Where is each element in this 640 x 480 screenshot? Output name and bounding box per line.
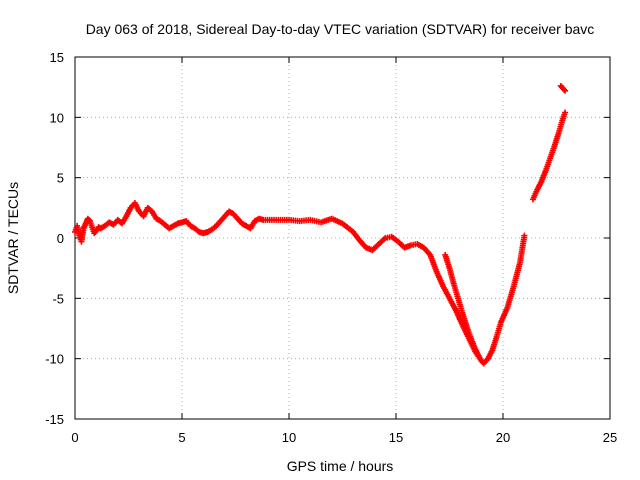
interpolated-point xyxy=(386,234,393,241)
x-tick-label: 0 xyxy=(71,430,78,445)
interpolated-point xyxy=(546,157,553,164)
interpolated-point xyxy=(122,215,129,222)
interpolated-point xyxy=(216,219,223,226)
interpolated-point xyxy=(559,117,566,124)
interpolated-point xyxy=(503,306,510,313)
ticks-layer: 0 5 10 15 20 25 -15 -10 -5 0 5 10 15 xyxy=(45,50,617,445)
interpolated-point xyxy=(439,281,446,288)
x-tick-label: 10 xyxy=(282,430,296,445)
interpolated-point xyxy=(92,228,99,235)
interpolated-point xyxy=(561,111,568,118)
interpolated-point xyxy=(497,321,504,328)
interpolated-point xyxy=(425,250,432,257)
interpolated-point xyxy=(550,145,557,152)
interpolated-point xyxy=(80,227,87,234)
interpolated-point xyxy=(211,224,218,231)
interpolated-point xyxy=(488,348,495,355)
interpolated-point xyxy=(483,357,490,364)
y-tick-label: 10 xyxy=(50,110,64,125)
y-tick-label: 5 xyxy=(57,171,64,186)
y-tick-label: 0 xyxy=(57,231,64,246)
interpolated-point xyxy=(445,263,452,270)
x-tick-label: 25 xyxy=(603,430,617,445)
interpolated-point xyxy=(445,293,452,300)
interpolated-point xyxy=(88,222,95,229)
y-axis-label: SDTVAR / TECUs xyxy=(5,182,21,294)
interpolated-point xyxy=(458,307,465,314)
x-axis-label: GPS time / hours xyxy=(287,458,394,474)
interpolated-point xyxy=(533,188,540,195)
interpolated-point xyxy=(177,219,184,226)
interpolated-point xyxy=(355,235,362,242)
interpolated-point xyxy=(452,305,459,312)
interpolated-point xyxy=(537,179,544,186)
x-tick-label: 5 xyxy=(178,430,185,445)
x-tick-label: 20 xyxy=(496,430,510,445)
interpolated-point xyxy=(381,236,388,243)
data-points-layer xyxy=(72,82,569,367)
interpolated-point xyxy=(516,261,523,268)
interpolated-point xyxy=(348,227,355,234)
interpolated-point xyxy=(126,206,133,213)
interpolated-point xyxy=(560,86,567,93)
interpolated-point xyxy=(450,278,457,285)
interpolated-point xyxy=(109,220,116,227)
y-tick-label: -5 xyxy=(52,291,64,306)
grid-layer xyxy=(75,57,610,419)
interpolated-point xyxy=(220,214,227,221)
interpolated-point xyxy=(463,321,470,328)
interpolated-point xyxy=(233,214,240,221)
x-tick-label: 15 xyxy=(389,430,403,445)
y-tick-label: -10 xyxy=(45,352,64,367)
interpolated-point xyxy=(471,344,478,351)
interpolated-point xyxy=(337,219,344,226)
interpolated-point xyxy=(555,131,562,138)
interpolated-point xyxy=(135,206,142,213)
interpolated-point xyxy=(406,242,413,249)
interpolated-point xyxy=(510,285,517,292)
interpolated-point xyxy=(454,293,461,300)
interpolated-point xyxy=(147,207,154,214)
interpolated-point xyxy=(85,216,92,223)
interpolated-point xyxy=(521,234,528,241)
y-tick-label: 15 xyxy=(50,50,64,65)
interpolated-point xyxy=(542,169,549,176)
interpolated-point xyxy=(492,335,499,342)
interpolated-point xyxy=(475,352,482,359)
chart-title: Day 063 of 2018, Sidereal Day-to-day VTE… xyxy=(86,21,595,37)
interpolated-point xyxy=(467,333,474,340)
y-tick-label: -15 xyxy=(45,412,64,427)
interpolated-point xyxy=(81,222,88,229)
interpolated-point xyxy=(432,266,439,273)
